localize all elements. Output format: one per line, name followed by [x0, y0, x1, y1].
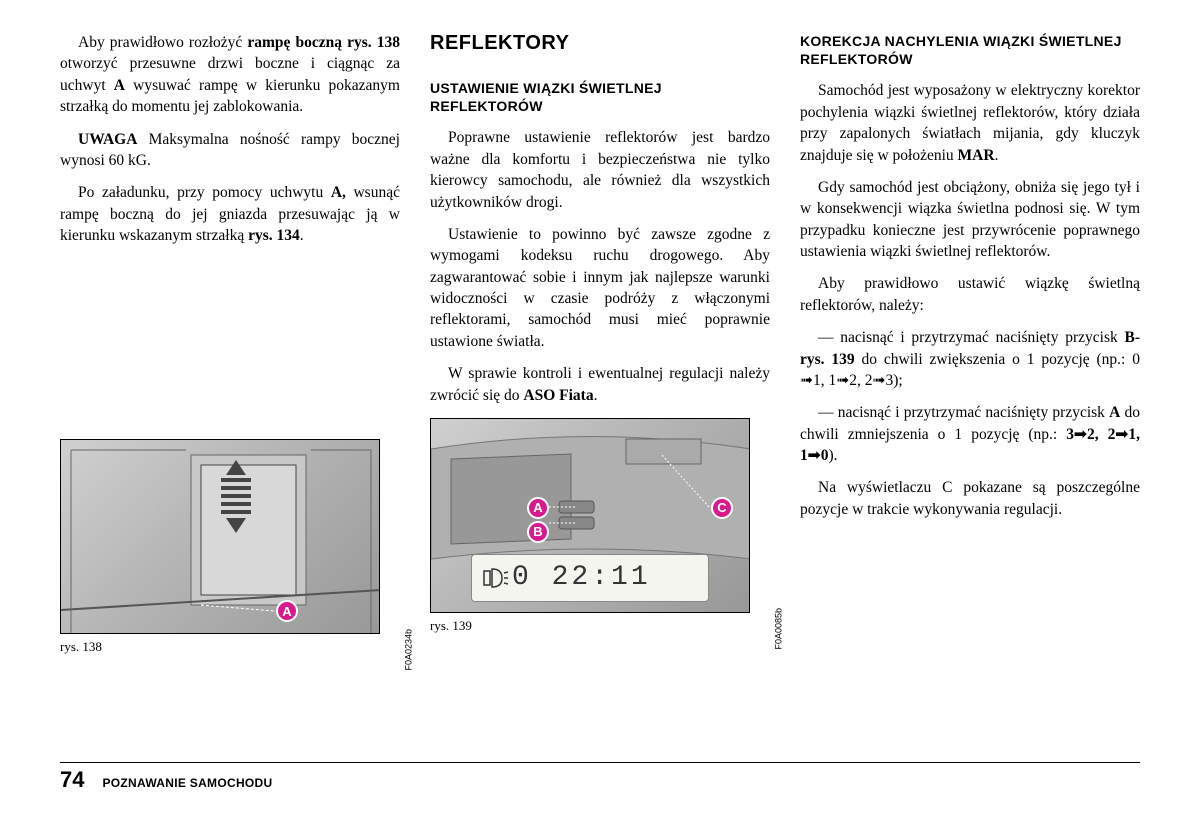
paragraph: UWAGA Maksymalna nośność rampy bocznej w…	[60, 129, 400, 172]
ramp-illustration	[61, 440, 380, 634]
figure-code: F0A0085b	[774, 608, 784, 650]
text: .	[594, 387, 598, 404]
column-2: REFLEKTORY USTAWIENIE WIĄZKI ŚWIETLNEJ R…	[430, 32, 770, 752]
paragraph: Aby prawidłowo ustawić wiązkę świetlną r…	[800, 273, 1140, 316]
paragraph: Samochód jest wyposażony w elektryczny k…	[800, 80, 1140, 166]
figure-caption: rys. 139	[430, 617, 770, 635]
footer-rule	[60, 762, 1140, 763]
text-bold: A,	[331, 184, 346, 201]
text-bold: rampę boczną rys. 138	[247, 34, 400, 51]
paragraph: Ustawienie to powinno być zawsze zgodne …	[430, 224, 770, 352]
column-3: KOREKCJA NACHYLENIA WIĄZKI ŚWIETLNEJ REF…	[800, 32, 1140, 752]
marker-b: B	[527, 521, 549, 543]
paragraph: Po załadunku, przy pomocy uchwytu A, wsu…	[60, 182, 400, 246]
text: .	[995, 147, 999, 164]
footer-section: POZNAWANIE SAMOCHODU	[102, 776, 272, 790]
paragraph: Gdy samochód jest obciążony, obniża się …	[800, 177, 1140, 263]
paragraph: — nacisnąć i przytrzymać naciśnięty przy…	[800, 327, 1140, 391]
text: .	[300, 227, 304, 244]
text: Po załadunku, przy pomocy uchwytu	[78, 184, 331, 201]
text: Aby prawidłowo rozłożyć	[78, 34, 247, 51]
text: — nacisnąć i przytrzymać naciśnięty przy…	[818, 329, 1125, 346]
paragraph: Poprawne ustawienie reflektorów jest bar…	[430, 127, 770, 213]
text: ).	[829, 447, 838, 464]
page-footer: 74 POZNAWANIE SAMOCHODU	[60, 767, 273, 793]
subheading: USTAWIENIE WIĄZKI ŚWIETLNEJ REFLEKTORÓW	[430, 79, 770, 115]
display-readout: 0 22:11	[471, 554, 709, 602]
text-bold: MAR	[958, 147, 995, 164]
column-1: Aby prawidłowo rozłożyć rampę boczną rys…	[60, 32, 400, 752]
text-bold: rys. 134	[248, 227, 300, 244]
page-content: Aby prawidłowo rozłożyć rampę boczną rys…	[60, 32, 1140, 752]
figure-138: A	[60, 439, 380, 634]
marker-c: C	[711, 497, 733, 519]
text: — nacisnąć i przytrzymać naciśnięty przy…	[818, 404, 1109, 421]
paragraph: Aby prawidłowo rozłożyć rampę boczną rys…	[60, 32, 400, 118]
figure-139: A B C 0 22:11	[430, 418, 750, 613]
text-bold: ASO Fiata	[523, 387, 593, 404]
text: W sprawie kontroli i ewentualnej regulac…	[430, 365, 770, 403]
paragraph: Na wyświetlaczu C pokazane są poszczegól…	[800, 477, 1140, 520]
display-text: 0 22:11	[512, 562, 651, 593]
text-bold: A	[114, 77, 125, 94]
paragraph: W sprawie kontroli i ewentualnej regulac…	[430, 363, 770, 406]
text-bold: A	[1109, 404, 1120, 421]
headlight-icon	[482, 565, 508, 591]
page-number: 74	[60, 767, 84, 793]
marker-a: A	[527, 497, 549, 519]
figure-code: F0A0234b	[404, 629, 414, 671]
heading-reflektory: REFLEKTORY	[430, 32, 770, 55]
figure-caption: rys. 138	[60, 638, 400, 656]
text-bold: UWAGA	[78, 131, 137, 148]
subheading: KOREKCJA NACHYLENIA WIĄZKI ŚWIETLNEJ REF…	[800, 32, 1140, 68]
paragraph: — nacisnąć i przytrzymać naciśnięty przy…	[800, 402, 1140, 466]
figure-139-wrap: A B C 0 22:11 F0A0085b rys. 139	[430, 418, 770, 635]
figure-138-wrap: A F0A0234b rys. 138	[60, 439, 400, 656]
